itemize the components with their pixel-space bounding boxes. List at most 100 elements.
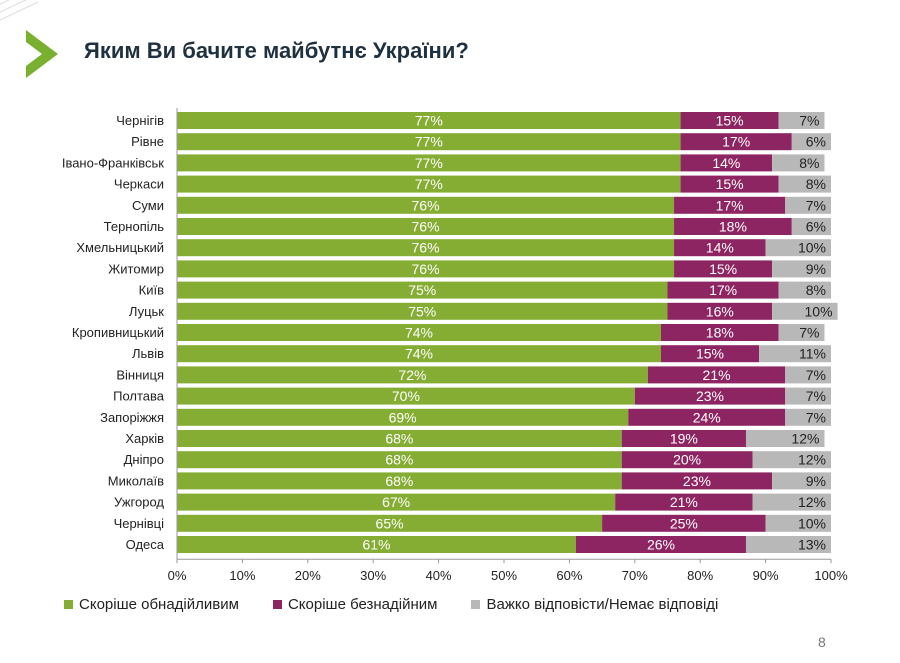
data-label-hopeful: 68% [385, 431, 413, 447]
bar-hopeful [177, 175, 681, 193]
data-label-undecided: 13% [798, 537, 826, 553]
data-label-undecided: 7% [799, 113, 819, 129]
x-tick-label: 10% [229, 568, 255, 583]
x-tick-label: 0% [168, 568, 187, 583]
data-label-hopeful: 70% [392, 388, 420, 404]
category-label: Івано-Франківськ [62, 155, 164, 170]
category-label: Полтава [113, 389, 165, 404]
data-label-undecided: 7% [806, 367, 826, 383]
bar-undecided [791, 218, 831, 235]
bar-hopeful [177, 133, 681, 151]
bar-hopeless [674, 218, 792, 235]
data-label-undecided: 7% [799, 325, 819, 341]
data-label-hopeless: 16% [706, 303, 734, 319]
data-label-undecided: 10% [798, 240, 826, 256]
legend-label-hopeless: Скоріше безнадійним [287, 596, 438, 613]
bar-undecided [791, 133, 831, 151]
bar-undecided [785, 387, 831, 405]
category-label: Харків [125, 431, 164, 446]
data-label-hopeless: 23% [683, 473, 711, 489]
data-label-undecided: 8% [806, 176, 826, 192]
x-tick-label: 100% [814, 568, 848, 583]
data-label-hopeless: 19% [670, 431, 698, 447]
bar-undecided [785, 196, 831, 214]
data-label-hopeful: 67% [382, 494, 410, 510]
data-label-hopeful: 74% [405, 325, 433, 341]
bar-hopeful [177, 196, 675, 214]
bar-hopeful [177, 408, 629, 426]
bar-hopeful [177, 239, 675, 257]
data-label-hopeful: 65% [376, 515, 404, 531]
arrow-logo-icon [26, 30, 58, 78]
x-tick-label: 70% [622, 568, 648, 583]
data-label-undecided: 12% [798, 494, 826, 510]
category-label: Кропивницький [72, 325, 164, 340]
data-label-hopeful: 76% [412, 261, 440, 277]
x-tick-label: 50% [491, 568, 517, 583]
data-label-hopeful: 69% [389, 409, 417, 425]
bar-hopeful [177, 514, 603, 532]
bar-undecided [759, 345, 831, 363]
category-label: Ужгород [114, 495, 164, 510]
data-label-hopeless: 15% [716, 176, 744, 192]
data-label-hopeless: 14% [712, 155, 740, 171]
bar-hopeless [621, 451, 753, 469]
data-label-hopeless: 18% [706, 325, 734, 341]
data-label-hopeful: 68% [385, 452, 413, 468]
category-label: Одеса [126, 537, 165, 552]
bar-hopeless [674, 260, 773, 278]
bar-hopeful [177, 154, 681, 172]
legend-item-undecided: Важко відповісти/Немає відповіді [471, 596, 718, 613]
data-label-hopeful: 76% [412, 240, 440, 256]
bar-hopeful [177, 472, 622, 490]
data-label-hopeless: 17% [722, 134, 750, 150]
page-number: 8 [818, 634, 826, 650]
data-label-hopeful: 77% [415, 176, 443, 192]
bar-undecided [765, 514, 831, 532]
data-label-hopeless: 26% [647, 537, 675, 553]
bar-hopeful [177, 387, 635, 405]
x-tick-label: 40% [426, 568, 452, 583]
bar-undecided [752, 493, 831, 511]
legend-item-hopeless: Скоріше безнадійним [272, 596, 438, 613]
data-label-hopeful: 72% [398, 367, 426, 383]
bar-undecided [772, 302, 838, 320]
bar-hopeless [602, 514, 766, 532]
bar-hopeful [177, 493, 616, 511]
corner-decoration [0, 0, 39, 21]
data-label-undecided: 12% [791, 431, 819, 447]
data-label-hopeless: 20% [673, 452, 701, 468]
bar-hopeless [680, 175, 779, 193]
legend-swatch-undecided [471, 600, 481, 609]
bar-undecided [772, 260, 831, 278]
bar-hopeless [621, 430, 746, 447]
data-label-undecided: 7% [806, 388, 826, 404]
category-label: Дніпро [124, 452, 164, 467]
bar-hopeful [177, 302, 668, 320]
data-label-hopeful: 68% [385, 473, 413, 489]
data-label-hopeless: 21% [670, 494, 698, 510]
category-label: Луцьк [129, 304, 164, 319]
category-label: Рівне [131, 134, 164, 149]
page-title: Яким Ви бачите майбутнє України? [84, 38, 469, 63]
data-label-hopeless: 18% [719, 219, 747, 235]
bar-hopeful [177, 260, 675, 278]
bar-hopeful [177, 430, 622, 447]
data-label-hopeless: 24% [693, 409, 721, 425]
data-label-undecided: 12% [798, 452, 826, 468]
bar-undecided [752, 451, 831, 469]
category-label: Київ [139, 283, 164, 298]
bar-hopeless [680, 154, 773, 172]
data-label-hopeful: 76% [412, 197, 440, 213]
bar-undecided [745, 430, 825, 447]
data-label-hopeless: 21% [703, 367, 731, 383]
bar-hopeless [628, 408, 786, 426]
data-label-hopeless: 15% [716, 113, 744, 129]
legend-label-hopeful: Скоріше обнадійливим [79, 596, 239, 613]
bar-hopeless [634, 387, 786, 405]
data-label-undecided: 9% [806, 261, 826, 277]
bar-hopeless [660, 345, 760, 363]
category-label: Суми [132, 198, 164, 213]
bar-undecided [778, 281, 831, 299]
bar-hopeful [177, 366, 648, 384]
